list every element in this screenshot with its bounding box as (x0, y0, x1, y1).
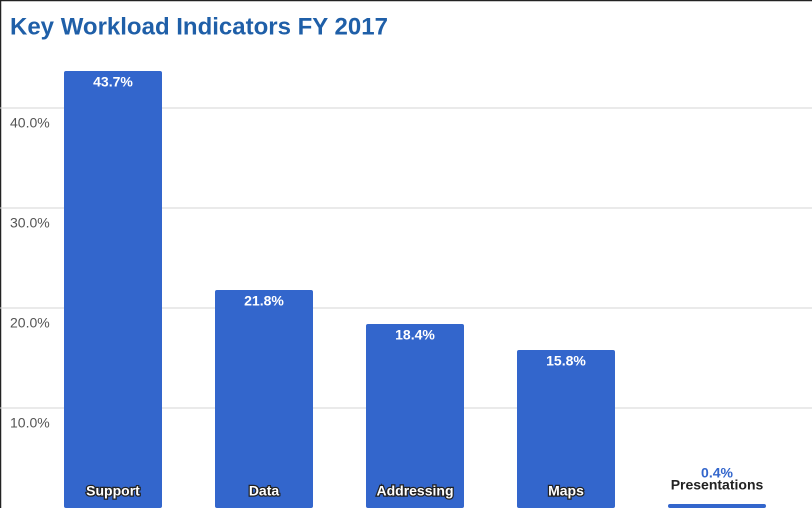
y-tick-label: 30.0% (10, 215, 50, 231)
data-label: 0.4% (701, 465, 733, 481)
data-label: 21.8% (244, 293, 284, 309)
y-tick-label: 20.0% (10, 315, 50, 331)
bar (668, 504, 766, 508)
chart-title: Key Workload Indicators FY 2017 (10, 13, 388, 40)
x-tick-label: Presentations (671, 477, 764, 493)
bar (366, 324, 464, 508)
data-label: 15.8% (546, 353, 586, 369)
y-tick-label: 10.0% (10, 415, 50, 431)
x-tick-label: Data (249, 483, 280, 499)
bar (215, 290, 313, 508)
bar (64, 71, 162, 508)
y-tick-label: 40.0% (10, 115, 50, 131)
bar (517, 350, 615, 508)
data-label: 18.4% (395, 327, 435, 343)
x-tick-label: Addressing (376, 483, 453, 499)
x-tick-label: Support (86, 483, 140, 499)
data-label: 43.7% (93, 74, 133, 90)
x-tick-label: Maps (548, 483, 584, 499)
